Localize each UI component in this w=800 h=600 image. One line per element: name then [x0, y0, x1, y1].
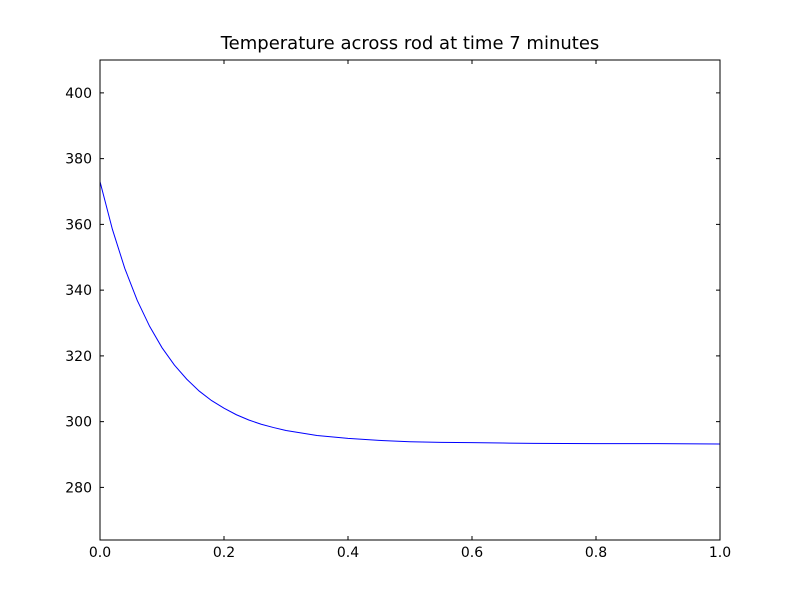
y-tick-label: 360	[65, 217, 92, 233]
x-tick-label: 0.6	[461, 545, 483, 561]
axes-frame	[99, 59, 721, 541]
series-line-0	[99, 181, 721, 445]
axis-ticks: 0.0 0.2 0.4 0.6 0.8 1.0 280 300 320 340 360 380 400	[65, 60, 731, 561]
x-tick-label: 0.2	[213, 545, 235, 561]
y-tick-label: 400	[65, 86, 92, 102]
plot-area	[99, 181, 721, 445]
x-tick-label: 0.8	[585, 545, 607, 561]
y-tick-label: 340	[65, 283, 92, 299]
x-tick-label: 0.0	[89, 545, 111, 561]
chart-title: Temperature across rod at time 7 minutes	[220, 33, 600, 54]
y-tick-label: 280	[65, 480, 92, 496]
y-tick-label: 300	[65, 415, 92, 431]
y-tick-label: 320	[65, 349, 92, 365]
x-tick-label: 1.0	[709, 545, 731, 561]
x-tick-label: 0.4	[337, 545, 359, 561]
y-tick-label: 380	[65, 152, 92, 168]
